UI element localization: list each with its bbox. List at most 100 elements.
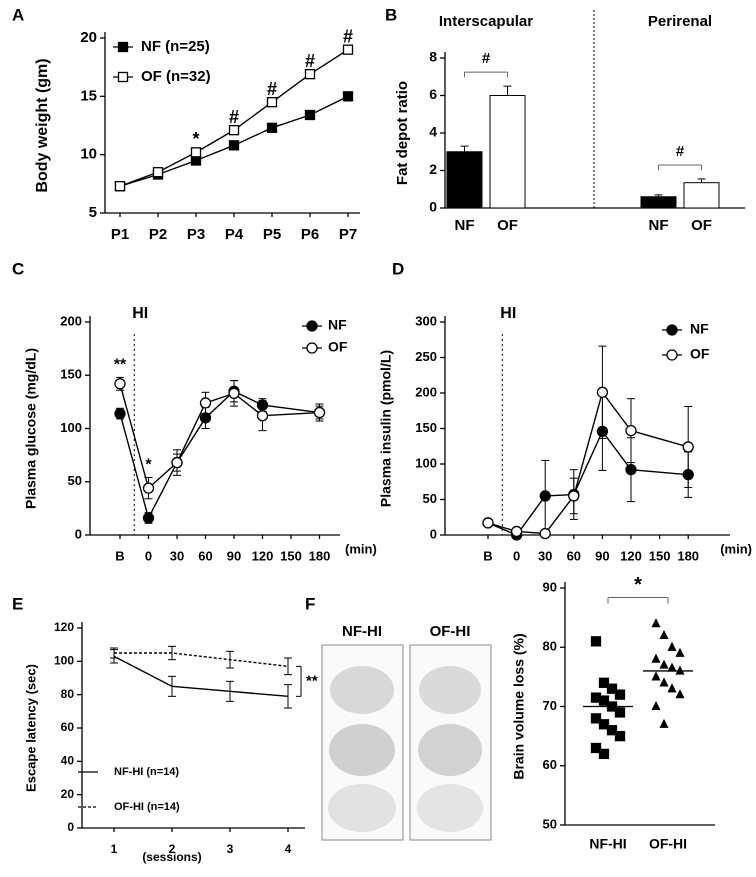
legend-marker [666,349,678,361]
legend-marker [117,71,129,83]
data-point [598,695,610,706]
y-tick-label: 2 [429,161,437,177]
annotation: # [343,26,353,46]
x-tick-label: 150 [280,548,302,563]
event-label: HI [132,305,148,322]
data-point [606,683,618,694]
y-tick-label: 60 [543,757,557,772]
data-point [199,397,212,409]
y-tick-label: 10 [80,146,97,163]
annotation: * [634,574,642,596]
data-point [266,122,278,133]
data-point [171,456,183,469]
x-axis-label: (sessions) [142,850,201,864]
y-tick-label: 50 [423,491,437,506]
panel-label: E [12,594,23,613]
x-tick-label: NF-HI [589,836,626,852]
data-point [482,517,494,529]
y-tick-label: 0 [67,820,74,834]
x-tick-label: NF [455,217,475,234]
y-axis-label: Fat depot ratio [394,81,411,185]
data-point [659,677,669,687]
data-point [539,527,551,540]
brain-slice [417,784,483,832]
annotation: # [267,79,277,99]
x-tick-label: P5 [263,226,281,243]
legend-label: NF [690,321,709,337]
data-point [675,647,685,657]
data-point [614,707,626,718]
y-axis-label: Brain volume loss (%) [511,633,527,779]
data-point [667,683,677,693]
x-tick-label: 60 [567,548,581,563]
y-tick-label: 120 [54,620,74,634]
data-point [313,406,326,419]
data-point [625,424,637,437]
x-tick-label: 180 [677,548,699,563]
legend-marker [306,320,318,332]
data-point [342,91,354,102]
x-tick-label: P4 [225,226,244,243]
panel-label: A [12,5,24,24]
data-point [304,69,316,80]
y-tick-label: 5 [89,204,97,221]
legend-marker [117,41,129,53]
annotation: ** [114,357,127,374]
legend-marker [666,324,678,336]
y-axis-label: Plasma glucose (mg/dL) [23,348,39,509]
data-point [675,689,685,699]
x-tick-label: 120 [252,548,274,563]
y-tick-label: 200 [415,384,437,399]
brain-slice [419,666,481,714]
data-point [598,748,610,760]
legend-marker [306,342,318,354]
x-axis-label: (min) [720,541,752,556]
x-tick-label: P2 [149,226,167,243]
y-tick-label: 200 [60,313,82,328]
data-point [651,653,661,663]
panel-label: B [385,5,397,24]
y-tick-label: 150 [415,420,437,435]
y-tick-label: 15 [80,87,97,104]
data-point [590,713,602,724]
legend-label: NF (n=25) [141,38,210,55]
bar [489,95,526,209]
legend-label: OF [690,346,710,362]
x-tick-label: P7 [339,226,357,243]
y-tick-label: 50 [543,816,557,831]
x-tick-label: OF-HI [649,836,687,852]
data-point [651,618,661,628]
data-point [228,125,240,136]
bar [640,196,677,209]
data-point [659,629,669,640]
annotation: # [305,51,315,71]
x-tick-label: 1 [111,842,118,856]
y-tick-label: 8 [429,49,437,65]
y-tick-label: 300 [415,313,437,328]
data-point [651,701,661,711]
legend-label: NF [328,317,347,333]
brain-slice [330,666,394,714]
data-point [539,490,551,502]
data-point [228,140,240,151]
annotation: # [676,143,685,160]
panel-label: D [392,259,404,278]
series-line [487,429,689,536]
legend-label: OF-HI (n=14) [114,801,180,813]
data-point [266,97,278,108]
brain-images: NF-HI OF-HI [321,623,492,841]
annotation: * [145,457,152,474]
data-point [614,730,626,742]
data-point [568,490,580,502]
bar [683,182,720,209]
annotation: # [229,107,239,127]
bar [446,151,483,209]
y-tick-label: 40 [61,754,75,768]
data-point [651,671,661,681]
legend-label: NF-HI (n=14) [114,766,179,778]
y-tick-label: 60 [61,720,75,734]
y-tick-label: 6 [429,86,437,102]
x-tick-label: NF [649,217,669,234]
data-point [114,407,126,420]
